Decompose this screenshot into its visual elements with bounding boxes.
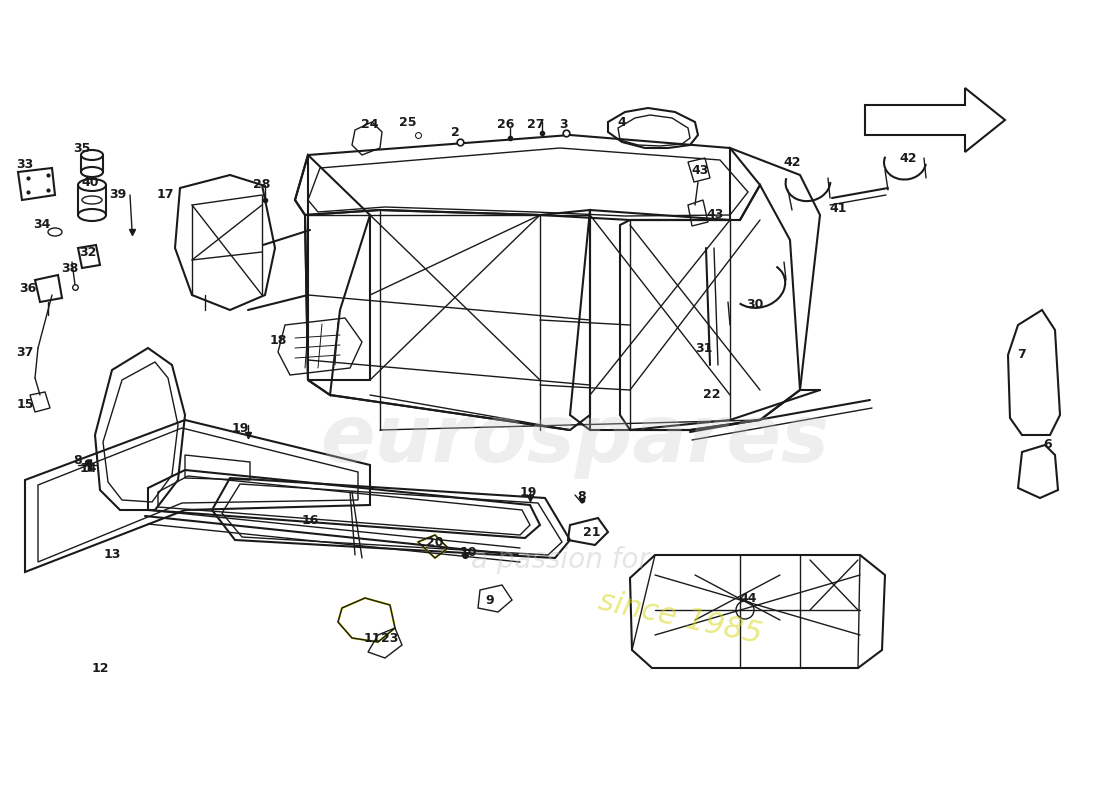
Text: 2: 2 [451,126,460,138]
Text: 42: 42 [783,155,801,169]
Text: 23: 23 [382,631,398,645]
Text: 40: 40 [81,175,99,189]
Ellipse shape [78,209,106,221]
Text: eurospares: eurospares [320,401,829,479]
Text: 34: 34 [33,218,51,231]
Text: 12: 12 [91,662,109,674]
Text: 28: 28 [253,178,271,191]
Text: 6: 6 [1044,438,1053,451]
Text: 4: 4 [617,115,626,129]
Text: 14: 14 [79,462,97,474]
Text: 17: 17 [156,189,174,202]
Text: 21: 21 [583,526,601,538]
Text: 7: 7 [1018,349,1026,362]
Text: 16: 16 [301,514,319,526]
Text: 43: 43 [706,209,724,222]
Text: 11: 11 [363,631,381,645]
Text: 32: 32 [79,246,97,258]
Text: 9: 9 [486,594,494,606]
Text: 31: 31 [695,342,713,354]
Text: 25: 25 [399,115,417,129]
Ellipse shape [81,167,103,177]
Text: 33: 33 [16,158,34,171]
Text: 15: 15 [16,398,34,411]
Text: 43: 43 [691,163,708,177]
Text: 44: 44 [739,591,757,605]
Text: 41: 41 [829,202,847,214]
Text: 10: 10 [460,546,476,558]
Text: a passion for: a passion for [471,546,649,574]
Text: since 1985: since 1985 [595,586,764,650]
Text: 19: 19 [231,422,249,434]
Text: 24: 24 [361,118,378,131]
Text: 8: 8 [578,490,586,503]
Text: 18: 18 [270,334,287,346]
Text: 35: 35 [74,142,90,154]
Text: 37: 37 [16,346,34,358]
Text: 42: 42 [900,151,916,165]
Text: 3: 3 [560,118,569,131]
Text: 8: 8 [74,454,82,466]
Text: 13: 13 [103,549,121,562]
Text: 27: 27 [527,118,544,131]
Text: 22: 22 [703,389,720,402]
Text: 26: 26 [497,118,515,131]
Text: 20: 20 [427,535,443,549]
Text: 39: 39 [109,189,126,202]
Text: 19: 19 [519,486,537,498]
Text: 36: 36 [20,282,36,294]
Text: 38: 38 [62,262,78,274]
Text: 30: 30 [746,298,763,311]
